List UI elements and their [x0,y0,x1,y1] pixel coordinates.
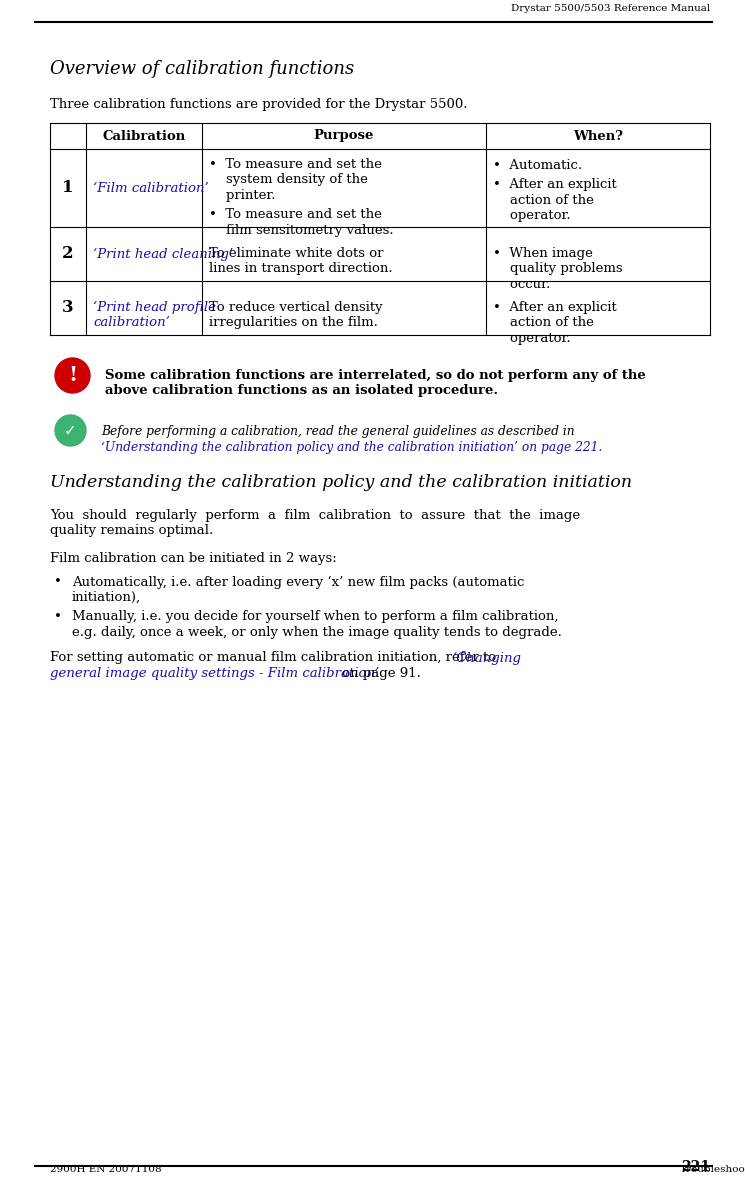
Text: quality remains optimal.: quality remains optimal. [50,524,213,537]
Text: 221: 221 [681,1160,710,1174]
Text: 1: 1 [63,179,74,197]
Text: Purpose: Purpose [314,129,374,142]
Text: Drystar 5500/5503 Reference Manual: Drystar 5500/5503 Reference Manual [511,4,710,13]
Text: occur.: occur. [492,278,550,291]
Circle shape [55,415,86,446]
Text: Manually, i.e. you decide for yourself when to perform a film calibration,: Manually, i.e. you decide for yourself w… [72,611,559,624]
Text: ✓: ✓ [64,423,77,438]
Text: •  After an explicit: • After an explicit [492,179,616,191]
Text: Before performing a calibration, read the general guidelines as described in: Before performing a calibration, read th… [101,426,574,439]
Text: To reduce vertical density: To reduce vertical density [209,301,382,314]
Text: Overview of calibration functions: Overview of calibration functions [50,60,355,78]
Text: ‘Film calibration’: ‘Film calibration’ [93,181,209,195]
Text: Automatically, i.e. after loading every ‘x’ new film packs (automatic: Automatically, i.e. after loading every … [72,575,524,588]
Text: For setting automatic or manual film calibration initiation, refer to: For setting automatic or manual film cal… [50,651,501,664]
Text: 3: 3 [63,300,74,317]
Text: operator.: operator. [492,210,570,223]
Text: lines in transport direction.: lines in transport direction. [209,262,393,275]
Text: Three calibration functions are provided for the Drystar 5500.: Three calibration functions are provided… [50,98,468,111]
Text: operator.: operator. [492,332,570,345]
Text: •: • [54,575,62,588]
Text: above calibration functions as an isolated procedure.: above calibration functions as an isolat… [105,384,498,397]
Text: To eliminate white dots or: To eliminate white dots or [209,247,383,260]
Text: e.g. daily, once a week, or only when the image quality tends to degrade.: e.g. daily, once a week, or only when th… [72,626,562,639]
Text: When?: When? [573,129,623,142]
Text: ‘Understanding the calibration policy and the calibration initiation’ on page 22: ‘Understanding the calibration policy an… [101,441,602,454]
Text: •  To measure and set the: • To measure and set the [209,209,381,222]
Text: Film calibration can be initiated in 2 ways:: Film calibration can be initiated in 2 w… [50,551,337,565]
Text: system density of the: system density of the [209,173,368,186]
Text: Understanding the calibration policy and the calibration initiation: Understanding the calibration policy and… [50,474,632,491]
Text: 2: 2 [63,246,74,262]
Text: action of the: action of the [492,195,594,208]
Text: You  should  regularly  perform  a  film  calibration  to  assure  that  the  im: You should regularly perform a film cali… [50,509,580,522]
Text: Some calibration functions are interrelated, so do not perform any of the: Some calibration functions are interrela… [105,369,646,382]
Text: initiation),: initiation), [72,591,141,604]
Text: ‘Print head profile: ‘Print head profile [93,301,216,314]
Text: •  When image: • When image [492,247,592,260]
Text: irregularities on the film.: irregularities on the film. [209,317,378,330]
Circle shape [55,358,90,393]
Text: general image quality settings - Film calibration’: general image quality settings - Film ca… [50,667,379,680]
Text: Troubleshooting: Troubleshooting [680,1165,745,1174]
Text: •  Automatic.: • Automatic. [492,159,582,172]
Text: •  To measure and set the: • To measure and set the [209,158,381,171]
Text: Calibration: Calibration [102,129,186,142]
Text: •: • [54,611,62,624]
Text: printer.: printer. [209,189,276,202]
Text: action of the: action of the [492,317,594,330]
Text: calibration’: calibration’ [93,317,170,330]
Text: !: ! [68,365,77,385]
Text: on page 91.: on page 91. [337,667,420,680]
Text: quality problems: quality problems [492,262,622,275]
Text: •  After an explicit: • After an explicit [492,301,616,314]
Text: ‘Changing: ‘Changing [452,651,522,664]
Text: ‘Print head cleaning’: ‘Print head cleaning’ [93,248,233,261]
Text: 2900H EN 20071108: 2900H EN 20071108 [50,1165,162,1174]
Text: film sensitometry values.: film sensitometry values. [209,224,393,237]
